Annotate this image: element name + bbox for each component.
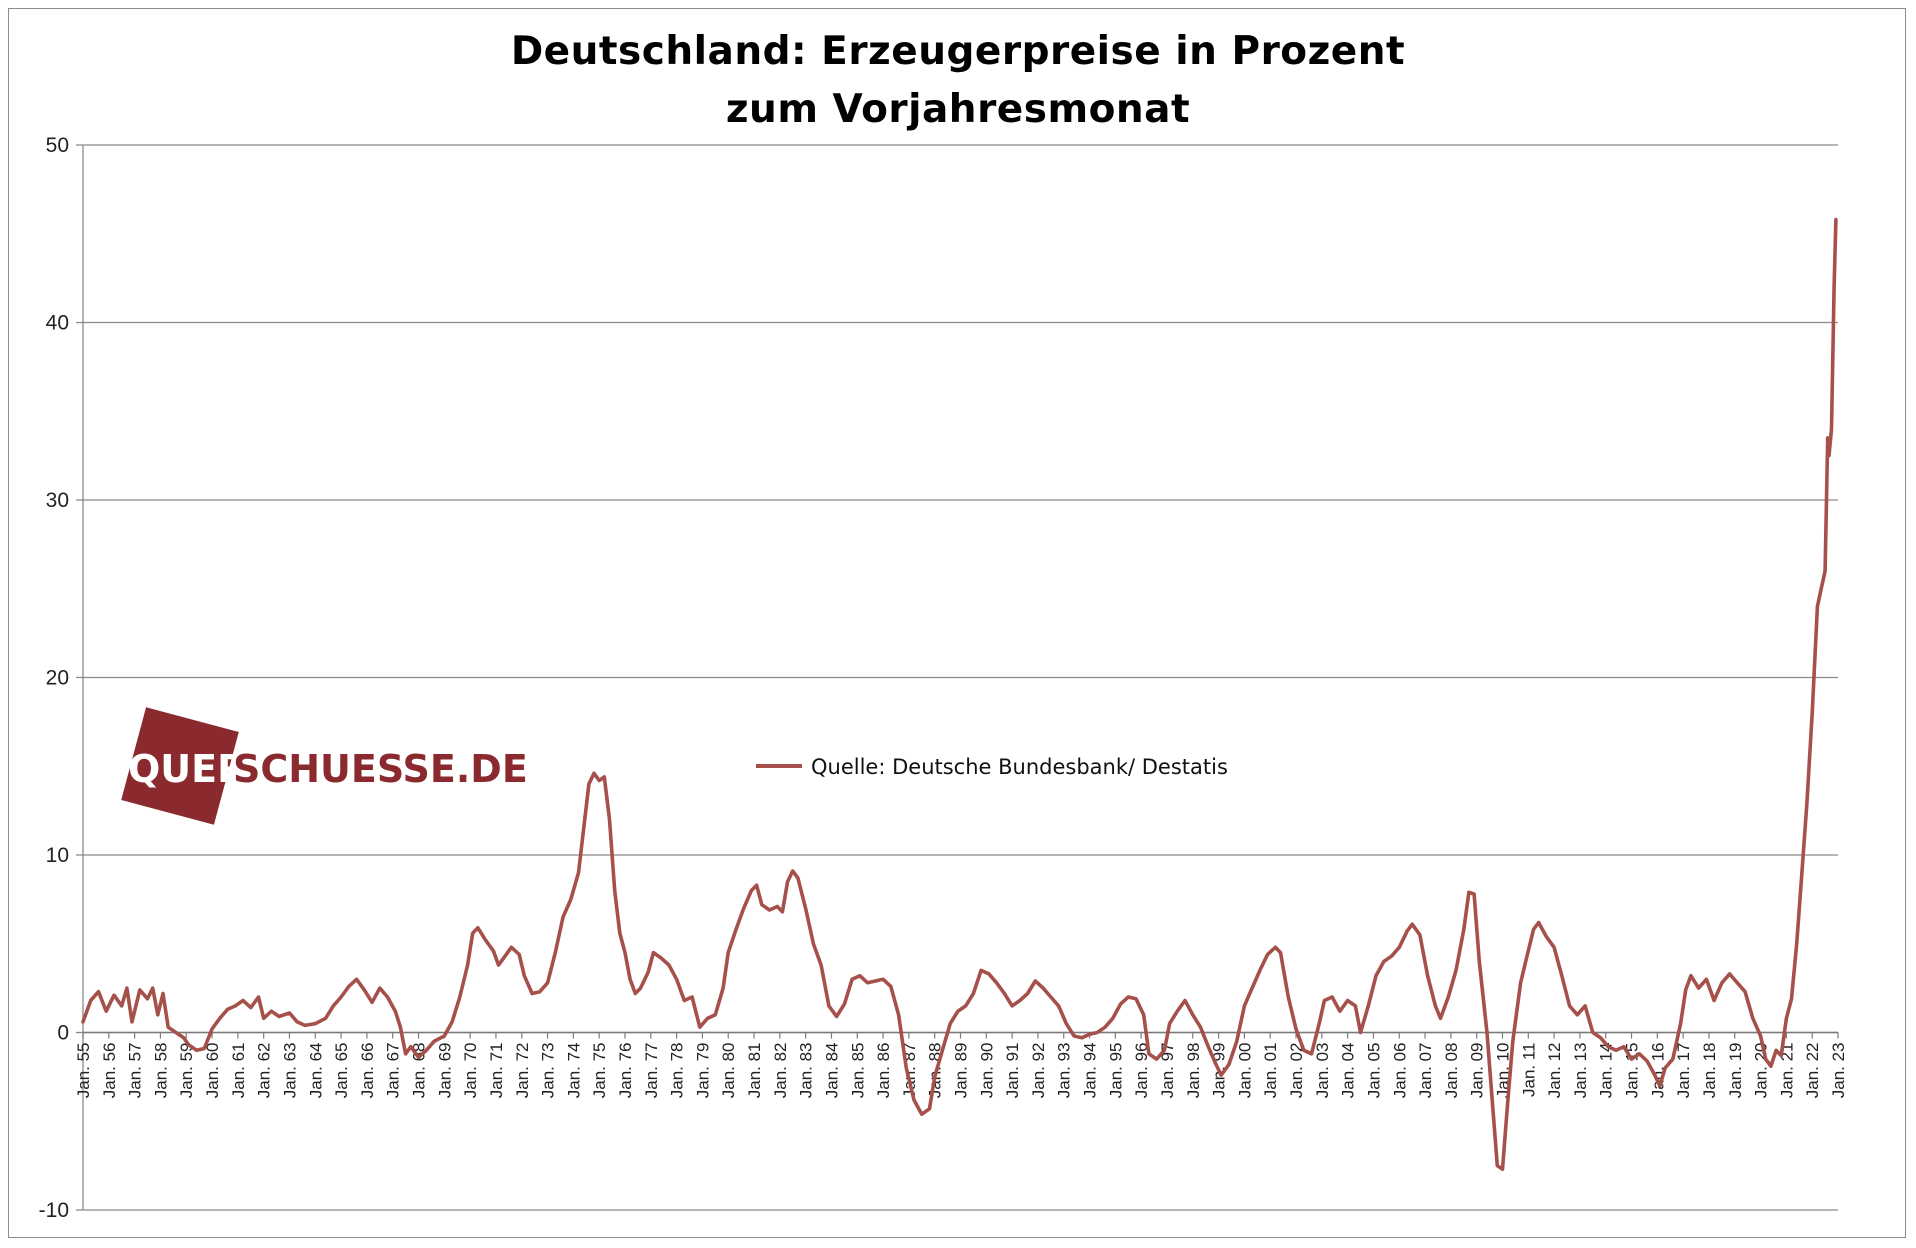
x-tick-label: Jan. 62 xyxy=(255,1043,274,1099)
x-tick-label: Jan. 05 xyxy=(1364,1043,1383,1099)
x-tick-label: Jan. 90 xyxy=(977,1043,996,1099)
x-tick-label: Jan. 94 xyxy=(1081,1043,1100,1099)
x-tick-label: Jan. 66 xyxy=(358,1043,377,1099)
x-tick-label: Jan. 55 xyxy=(74,1043,93,1099)
x-tick-label: Jan. 09 xyxy=(1468,1043,1487,1099)
x-tick-label: Jan. 76 xyxy=(616,1043,635,1099)
y-tick-label: 50 xyxy=(46,134,69,157)
x-tick-label: Jan. 73 xyxy=(539,1043,558,1099)
x-tick-label: Jan. 68 xyxy=(410,1043,429,1099)
x-tick-label: Jan. 86 xyxy=(874,1043,893,1099)
x-tick-label: Jan. 18 xyxy=(1700,1043,1719,1099)
x-tick-label: Jan. 83 xyxy=(797,1043,816,1099)
x-tick-label: Jan. 58 xyxy=(151,1043,170,1099)
chart-title-line-2: zum Vorjahresmonat xyxy=(725,87,1191,132)
logo-square xyxy=(121,707,239,825)
y-tick-label: 20 xyxy=(46,667,69,690)
x-tick-label: Jan. 96 xyxy=(1132,1043,1151,1099)
x-tick-label: Jan. 82 xyxy=(771,1043,790,1099)
x-tick-label: Jan. 91 xyxy=(1003,1043,1022,1099)
x-tick-label: Jan. 85 xyxy=(848,1043,867,1099)
x-tick-label: Jan. 17 xyxy=(1674,1043,1693,1099)
x-tick-label: Jan. 79 xyxy=(693,1043,712,1099)
x-tick-label: Jan. 84 xyxy=(822,1043,841,1099)
x-tick-label: Jan. 59 xyxy=(177,1043,196,1099)
x-tick-label: Jan. 12 xyxy=(1545,1043,1564,1099)
x-tick-label: Jan. 23 xyxy=(1829,1043,1848,1099)
x-tick-label: Jan. 69 xyxy=(435,1043,454,1099)
x-tick-label: Jan. 75 xyxy=(590,1043,609,1099)
y-tick-label: 40 xyxy=(46,312,69,335)
x-tick-label: Jan. 93 xyxy=(1055,1043,1074,1099)
x-tick-label: Jan. 74 xyxy=(564,1043,583,1099)
x-tick-label: Jan. 16 xyxy=(1648,1043,1667,1099)
x-tick-label: Jan. 63 xyxy=(280,1043,299,1099)
x-tick-label: Jan. 95 xyxy=(1106,1043,1125,1099)
legend: Quelle: Deutsche Bundesbank/ Destatis xyxy=(756,755,1228,779)
x-tick-label: Jan. 06 xyxy=(1390,1043,1409,1099)
logo-text-schuesse: SCHUESSE.DE xyxy=(233,747,528,791)
x-tick-label: Jan. 00 xyxy=(1235,1043,1254,1099)
x-tick-label: Jan. 04 xyxy=(1339,1043,1358,1099)
x-tick-label: Jan. 70 xyxy=(461,1043,480,1099)
x-tick-label: Jan. 64 xyxy=(306,1043,325,1099)
x-tick-label: Jan. 03 xyxy=(1313,1043,1332,1099)
y-axis-ticks: 50 40 30 20 10 0 -10 xyxy=(39,134,83,1222)
x-tick-label: Jan. 67 xyxy=(384,1043,403,1099)
x-axis: Jan. 55 Jan. 56 Jan. 57 Jan. 58 Jan. 59 Jan. … xyxy=(74,1031,1848,1099)
x-tick-label: Jan. 13 xyxy=(1571,1043,1590,1099)
x-tick-label: Jan. 57 xyxy=(126,1043,145,1099)
x-tick-label: Jan. 98 xyxy=(1184,1043,1203,1099)
x-tick-label: Jan. 14 xyxy=(1597,1043,1616,1099)
y-tick-label: 30 xyxy=(46,489,69,512)
x-tick-label: Jan. 92 xyxy=(1029,1043,1048,1099)
chart-title: Deutschland: Erzeugerpreise in Prozent z… xyxy=(9,23,1907,139)
x-tick-label: Jan. 89 xyxy=(952,1043,971,1099)
series-line-erzeugerpreise xyxy=(81,217,1838,1171)
legend-label: Quelle: Deutsche Bundesbank/ Destatis xyxy=(811,755,1228,779)
x-tick-label: Jan. 80 xyxy=(719,1043,738,1099)
x-tick-label: Jan. 77 xyxy=(642,1043,661,1099)
x-tick-label: Jan. 19 xyxy=(1726,1043,1745,1099)
x-tick-label: Jan. 08 xyxy=(1442,1043,1461,1099)
logo-text-quer: QUER xyxy=(128,747,246,791)
x-tick-label: Jan. 60 xyxy=(203,1043,222,1099)
y-tick-label: 0 xyxy=(57,1022,69,1045)
x-tick-label: Jan. 65 xyxy=(332,1043,351,1099)
series-layer xyxy=(81,217,1838,1171)
x-tick-label: Jan. 20 xyxy=(1752,1043,1771,1099)
x-tick-label: Jan. 01 xyxy=(1261,1043,1280,1099)
y-tick-label: 10 xyxy=(46,844,69,867)
x-tick-label: Jan. 97 xyxy=(1158,1043,1177,1099)
x-tick-label: Jan. 81 xyxy=(745,1043,764,1099)
x-tick-label: Jan. 11 xyxy=(1519,1043,1538,1098)
x-tick-label: Jan. 61 xyxy=(229,1043,248,1099)
x-tick-label: Jan. 72 xyxy=(513,1043,532,1099)
x-tick-label: Jan. 07 xyxy=(1416,1043,1435,1099)
x-tick-label: Jan. 78 xyxy=(668,1043,687,1099)
chart-title-line-1: Deutschland: Erzeugerpreise in Prozent xyxy=(510,29,1406,74)
x-tick-label: Jan. 22 xyxy=(1803,1043,1822,1099)
y-tick-label: -10 xyxy=(39,1199,69,1222)
x-tick-label: Jan. 71 xyxy=(487,1043,506,1099)
x-tick-label: Jan. 56 xyxy=(100,1043,119,1099)
x-tick-label: Jan. 02 xyxy=(1287,1043,1306,1099)
